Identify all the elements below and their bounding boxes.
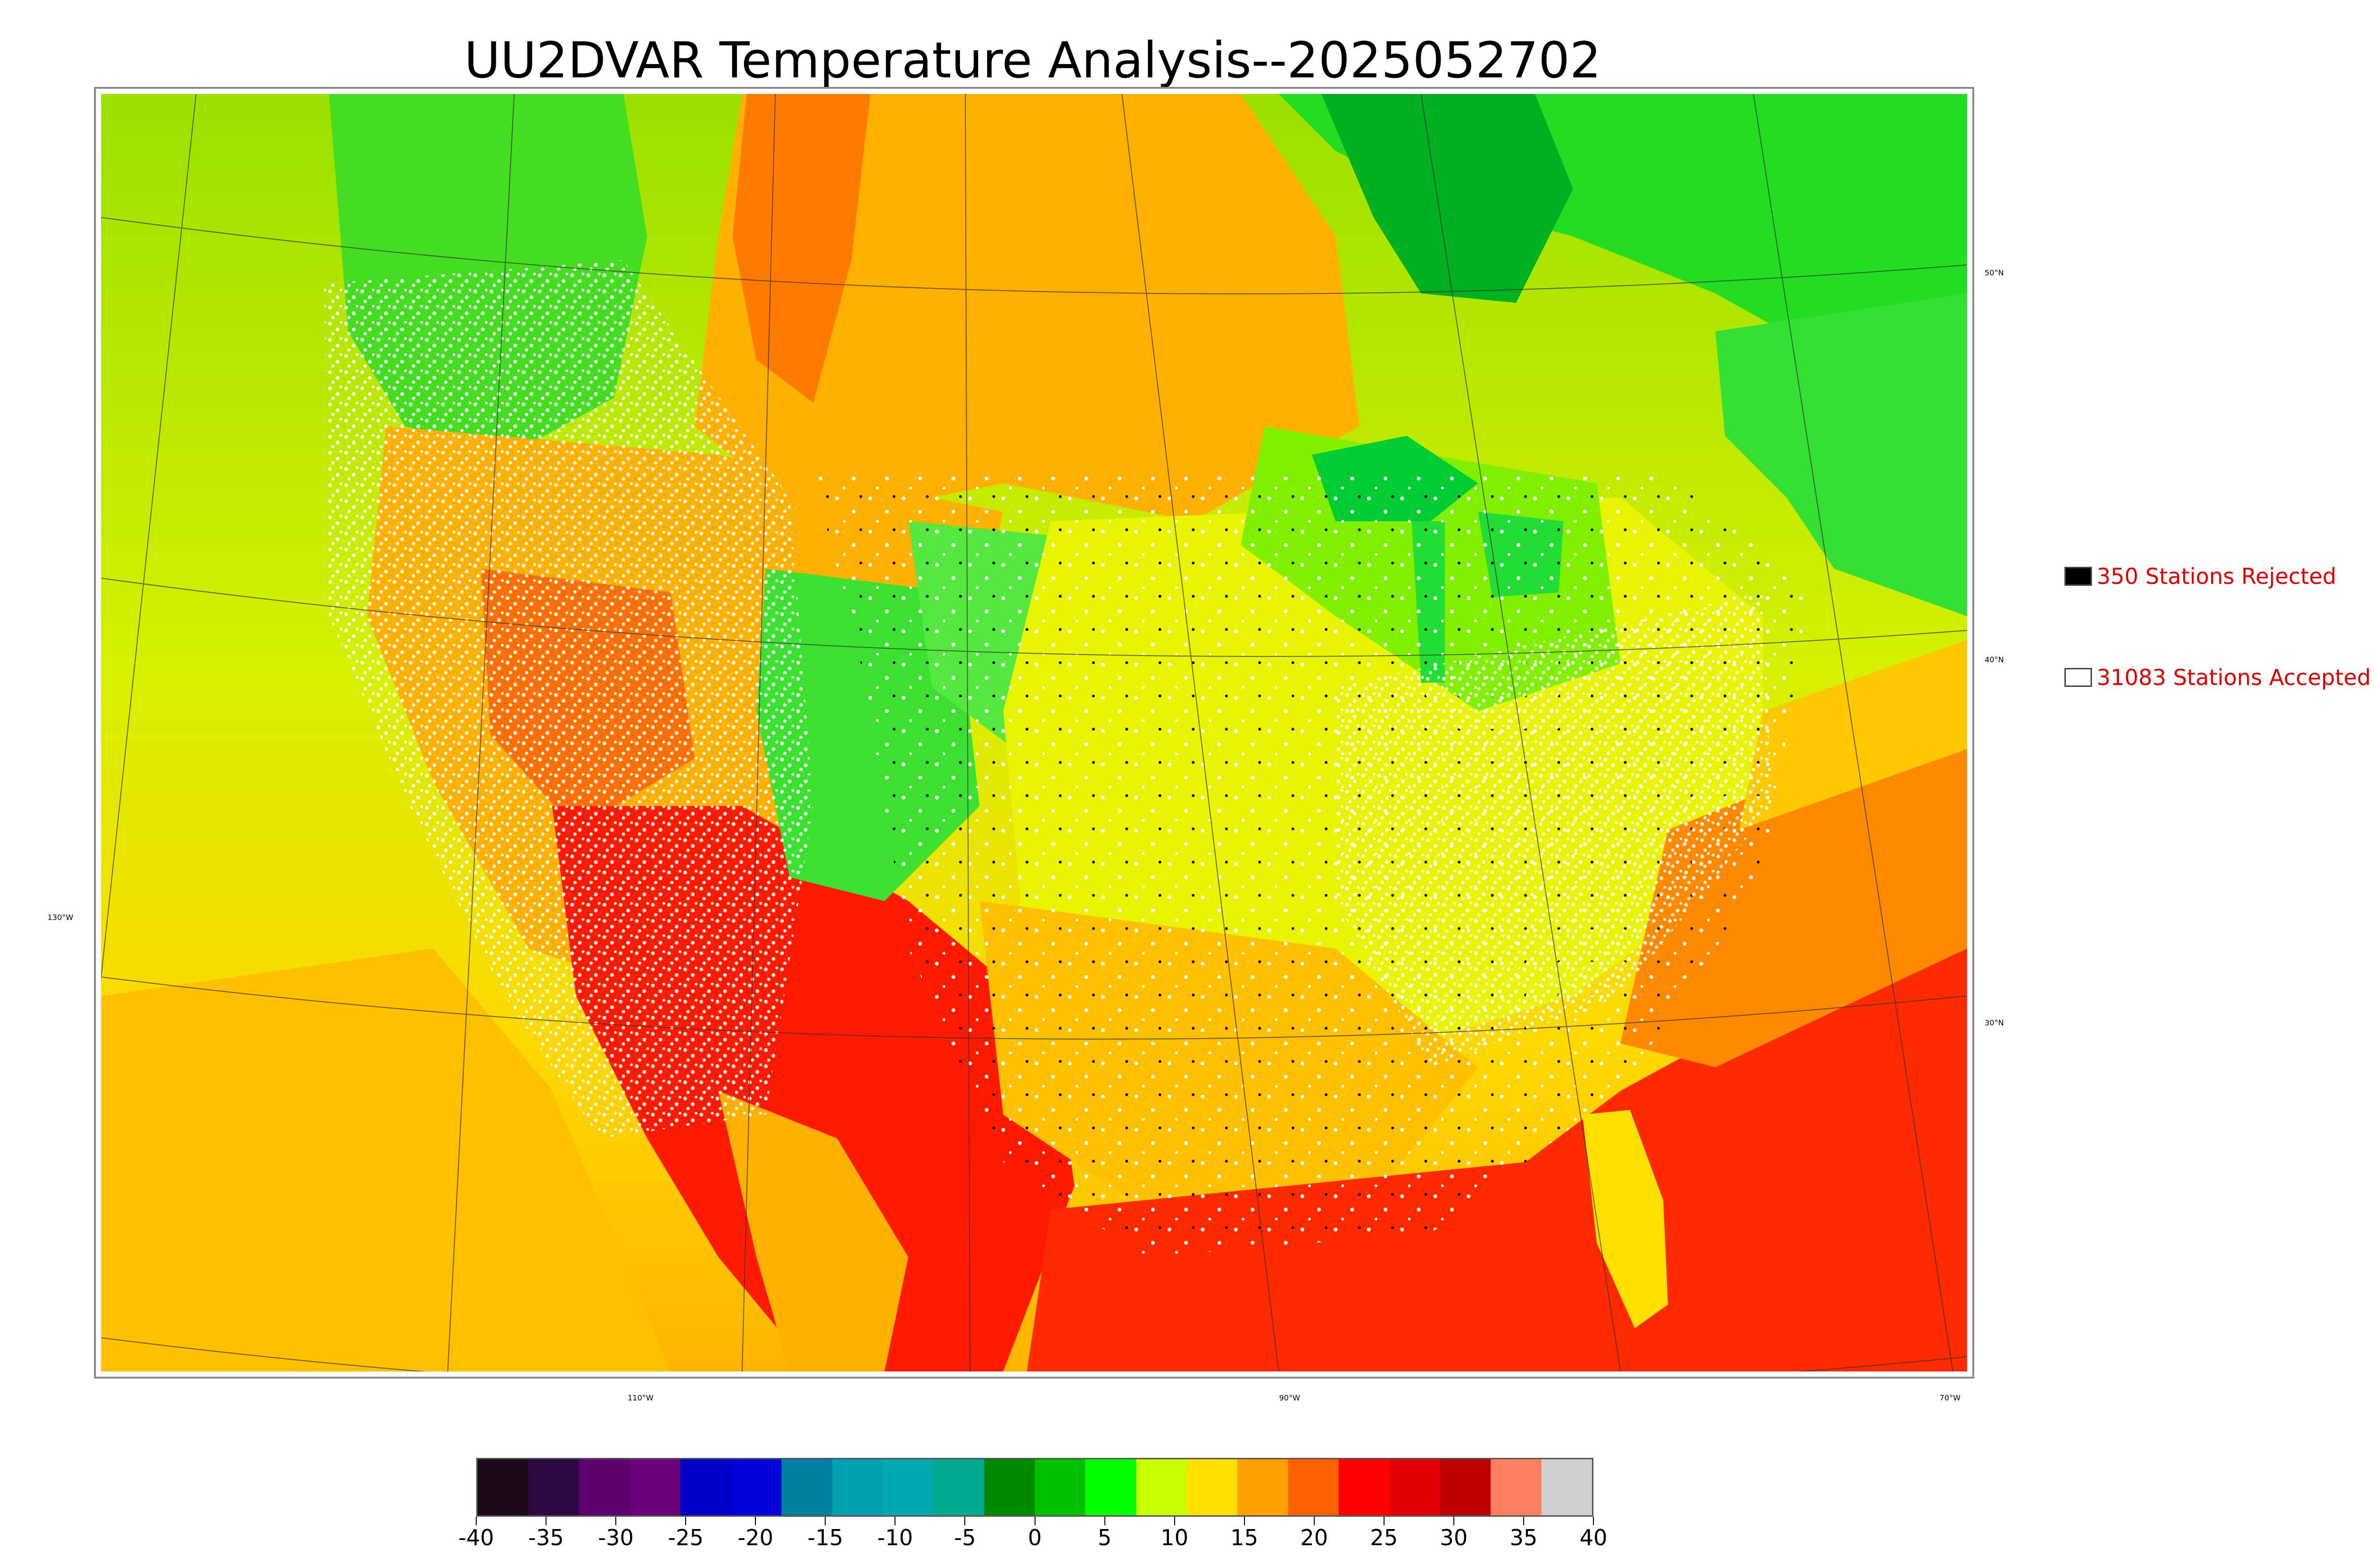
colorbar-tick-label: -10 — [877, 1525, 913, 1550]
graticule — [101, 94, 1967, 1371]
colorbar-tick-mark — [1034, 1517, 1036, 1525]
lat-label-50n: 50°N — [1985, 268, 2004, 277]
colorbar-tick-label: 30 — [1440, 1525, 1468, 1550]
legend-accepted-swatch — [2064, 668, 2092, 687]
colorbar-tick-label: -30 — [598, 1525, 634, 1550]
graticule-lon-130 — [101, 94, 197, 977]
colorbar-tick-label: -5 — [954, 1525, 976, 1550]
gulf-hot — [1027, 901, 1967, 1371]
colorbar-tick-label: -25 — [668, 1525, 704, 1550]
lon-label-130w: 130°W — [47, 913, 74, 922]
colorbar-tick-mark — [825, 1517, 826, 1525]
map-title: UU2DVAR Temperature Analysis--2025052702 — [464, 31, 1602, 89]
colorbar-tick-mark — [1313, 1517, 1315, 1525]
graticule-lon-70 — [1753, 94, 1953, 1371]
graticule-lon-80 — [1421, 94, 1621, 1371]
legend-rejected-swatch — [2064, 567, 2092, 586]
colorbar-tick-label: 20 — [1300, 1525, 1328, 1550]
temperature-analysis-map[interactable] — [101, 94, 1967, 1371]
colorbar-tick-mark — [1383, 1517, 1385, 1525]
colorbar-tick-label: -15 — [807, 1525, 843, 1550]
mexico-plateau-yellow — [718, 1091, 908, 1371]
graticule-lon-120 — [447, 94, 515, 1371]
colorbar-tick-mark — [476, 1517, 477, 1525]
graticule-lon-110 — [742, 94, 776, 1371]
colorbar-tick-mark — [1104, 1517, 1105, 1525]
canada-hot-streak — [733, 94, 870, 403]
lon-label-110w: 110°W — [628, 1393, 654, 1402]
hudson-dark-green — [1321, 94, 1573, 303]
colorbar-tick-mark — [1523, 1517, 1524, 1525]
graticule-lat-50 — [101, 217, 1967, 294]
legend-accepted: 31083 Stations Accepted — [2064, 665, 2371, 690]
florida-peninsula — [1583, 1110, 1668, 1328]
lat-label-40n: 40°N — [1985, 655, 2004, 664]
colorbar-tick-mark — [1174, 1517, 1175, 1525]
colorbar-tick-label: 5 — [1097, 1525, 1112, 1550]
colorbar-tick-label: -40 — [458, 1525, 494, 1550]
temperature-colorbar — [476, 1458, 1593, 1517]
atlantic-warm — [1620, 711, 1967, 1067]
station-dots-west — [324, 260, 813, 1138]
graticule-lat-30 — [101, 976, 1967, 1040]
colorbar-tick-label: 15 — [1230, 1525, 1258, 1550]
legend-rejected-label: 350 Stations Rejected — [2097, 563, 2336, 589]
canada-warm-region — [695, 94, 1359, 521]
colorbar-tick-label: 10 — [1160, 1525, 1188, 1550]
pacific-orange — [101, 948, 671, 1371]
colorbar-tick-label: 0 — [1027, 1525, 1042, 1550]
colorbar-tick-label: 40 — [1579, 1525, 1608, 1550]
colorbar-tick-mark — [685, 1517, 687, 1525]
legend-accepted-label: 31083 Stations Accepted — [2097, 665, 2371, 690]
colorbar-tick-label: 25 — [1370, 1525, 1398, 1550]
lon-label-70w: 70°W — [1940, 1393, 1961, 1402]
legend-rejected: 350 Stations Rejected — [2064, 563, 2336, 589]
colorbar-tick-label: 35 — [1509, 1525, 1538, 1550]
lat-label-30n: 30°N — [1985, 1018, 2004, 1027]
colorbar-tick-mark — [964, 1517, 966, 1525]
graticule-lat-40 — [101, 578, 1967, 657]
station-dots-dense-east — [1336, 592, 1772, 1067]
colorbar-tick-label: -20 — [737, 1525, 773, 1550]
graticule-lon-100 — [965, 94, 970, 1371]
graticule-lat-20 — [101, 1337, 1967, 1371]
colorbar-tick-mark — [1453, 1517, 1454, 1525]
colorbar-tick-label: -35 — [528, 1525, 564, 1550]
colorbar-tick-mark — [755, 1517, 756, 1525]
lon-label-90w: 90°W — [1279, 1393, 1300, 1402]
graticule-lon-90 — [1121, 94, 1279, 1371]
colorbar-tick-mark — [615, 1517, 617, 1525]
colorbar-tick-mark — [1244, 1517, 1245, 1525]
colorbar-tick-mark — [1593, 1517, 1594, 1525]
maritimes-green — [1715, 293, 1967, 616]
